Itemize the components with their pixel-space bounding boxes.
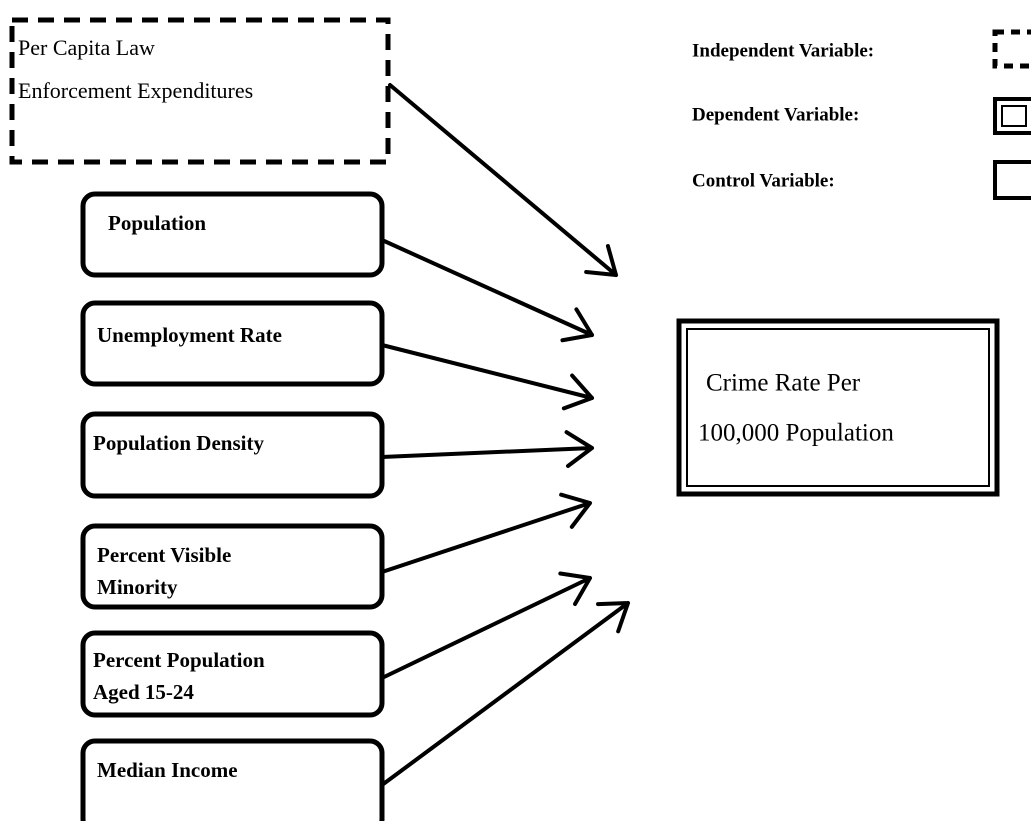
- control-label: Population: [108, 211, 206, 235]
- legend-label: Independent Variable:: [692, 40, 874, 61]
- independent-label: Enforcement Expenditures: [18, 78, 253, 103]
- independent-label: Per Capita Law: [18, 35, 155, 60]
- control-label: Population Density: [93, 431, 264, 455]
- legend-label: Dependent Variable:: [692, 104, 859, 125]
- legend-swatch-inner: [1001, 105, 1027, 127]
- control-box: [80, 523, 385, 610]
- legend-swatch: [993, 160, 1031, 200]
- legend-swatch: [992, 29, 1031, 69]
- dependent-label: Crime Rate Per: [706, 370, 861, 397]
- control-box: [80, 191, 385, 278]
- arrow: [380, 601, 630, 787]
- control-label: Aged 15-24: [93, 680, 194, 704]
- dependent-label: 100,000 Population: [698, 420, 894, 447]
- legend-label: Control Variable:: [692, 170, 835, 191]
- independent-box: [9, 17, 391, 165]
- dependent-box-inner: [686, 328, 990, 487]
- legend-swatch: [993, 97, 1031, 135]
- arrow: [380, 343, 594, 411]
- control-label: Percent Visible: [97, 543, 231, 567]
- control-box: [80, 630, 385, 718]
- arrow: [380, 238, 594, 343]
- control-label: Percent Population: [93, 648, 265, 672]
- arrow: [380, 492, 592, 574]
- control-label: Minority: [97, 575, 178, 599]
- control-label: Unemployment Rate: [97, 323, 282, 347]
- control-box: [80, 411, 385, 499]
- dependent-box: [676, 318, 1000, 497]
- arrow: [388, 83, 618, 277]
- control-label: Median Income: [97, 758, 238, 782]
- arrow: [380, 430, 594, 468]
- arrow: [380, 571, 592, 680]
